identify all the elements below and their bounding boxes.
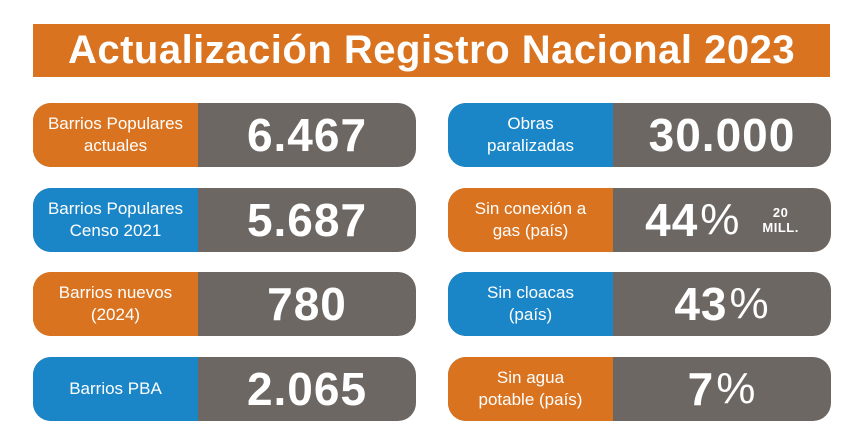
stat-label: Barrios Populares actuales <box>33 103 198 167</box>
stat-value: 5.687 <box>198 188 416 252</box>
stat-label: Barrios PBA <box>33 357 198 421</box>
stat-number: 5.687 <box>246 194 368 246</box>
stat-number: 7 <box>687 363 715 415</box>
stat-label: Obras paralizadas <box>448 103 613 167</box>
stat-value: 30.000 <box>613 103 831 167</box>
stat-label: Sin agua potable (país) <box>448 357 613 421</box>
stat-card-sin-gas: Sin conexión a gas (país) 44% 20 MILL. <box>448 188 831 252</box>
stat-value: 7% <box>613 357 831 421</box>
stat-number: 30.000 <box>648 109 796 161</box>
stat-card-obras-paralizadas: Obras paralizadas 30.000 <box>448 103 831 167</box>
stat-number: 6.467 <box>246 109 368 161</box>
stat-value: 43% <box>613 272 831 336</box>
percent-sign: % <box>729 279 770 328</box>
title-banner: Actualización Registro Nacional 2023 <box>33 24 830 77</box>
percent-sign: % <box>716 364 757 413</box>
stat-card-barrios-nuevos: Barrios nuevos (2024) 780 <box>33 272 416 336</box>
stat-card-barrios-pba: Barrios PBA 2.065 <box>33 357 416 421</box>
stat-number: 43 <box>674 278 728 330</box>
page-title: Actualización Registro Nacional 2023 <box>67 28 796 72</box>
stat-value: 2.065 <box>198 357 416 421</box>
stat-card-barrios-actuales: Barrios Populares actuales 6.467 <box>33 103 416 167</box>
stat-label: Sin cloacas (país) <box>448 272 613 336</box>
stat-extra-note: 20 MILL. <box>762 205 799 235</box>
stat-card-sin-cloacas: Sin cloacas (país) 43% <box>448 272 831 336</box>
stat-card-sin-agua: Sin agua potable (país) 7% <box>448 357 831 421</box>
stat-label: Sin conexión a gas (país) <box>448 188 613 252</box>
stat-number: 44 <box>645 194 699 246</box>
stat-value: 44% 20 MILL. <box>613 188 831 252</box>
percent-sign: % <box>700 195 741 244</box>
stat-number: 2.065 <box>246 363 368 415</box>
stat-label: Barrios Populares Censo 2021 <box>33 188 198 252</box>
stat-number: 780 <box>267 278 347 330</box>
stat-label: Barrios nuevos (2024) <box>33 272 198 336</box>
stat-value: 780 <box>198 272 416 336</box>
stat-card-barrios-censo: Barrios Populares Censo 2021 5.687 <box>33 188 416 252</box>
stat-value: 6.467 <box>198 103 416 167</box>
